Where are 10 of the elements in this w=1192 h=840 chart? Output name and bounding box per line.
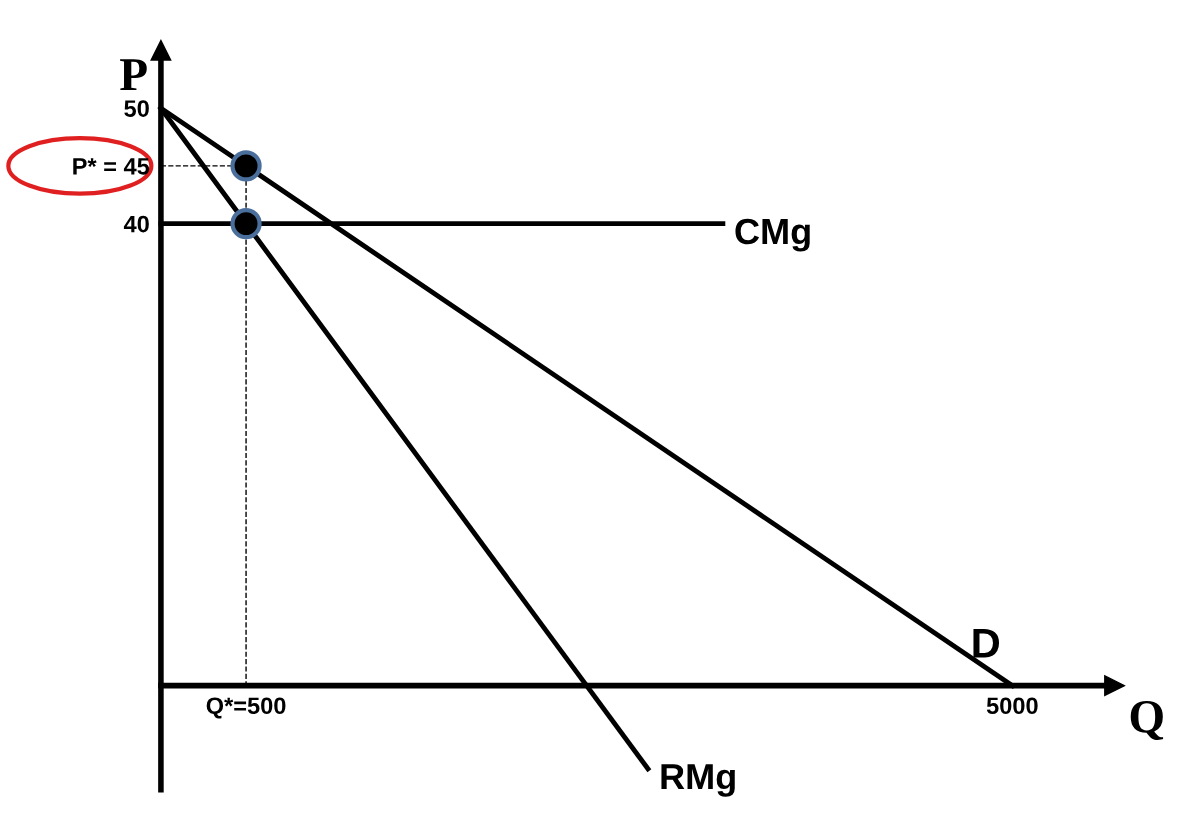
y-tick-label: P* = 45 xyxy=(73,158,150,175)
y-axis-title: P xyxy=(120,59,147,91)
x-tick-label: 5000 xyxy=(986,697,1038,715)
x-tick-label: Q*=500 xyxy=(206,697,286,719)
y-tick-label: 40 xyxy=(123,215,149,233)
x-axis-title: Q xyxy=(1130,701,1164,740)
series-label: D xyxy=(973,628,1000,658)
y-tick-label: 50 xyxy=(124,100,149,117)
series-label: CMg xyxy=(735,218,810,252)
series-label: RMg xyxy=(661,764,735,797)
